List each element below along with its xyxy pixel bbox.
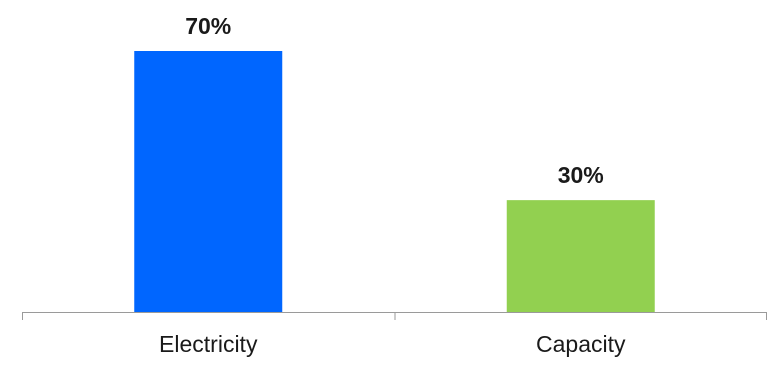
bar-electricity <box>134 51 283 312</box>
x-tick-label-electricity: Electricity <box>159 331 258 357</box>
bars-layer <box>134 51 655 312</box>
bar-capacity <box>506 200 655 312</box>
x-tick-label-capacity: Capacity <box>536 331 626 357</box>
data-label-capacity: 30% <box>558 162 604 188</box>
data-label-electricity: 70% <box>185 13 231 39</box>
x-axis: Electricity Capacity <box>22 312 767 357</box>
data-labels-layer: 70% 30% <box>185 13 604 188</box>
